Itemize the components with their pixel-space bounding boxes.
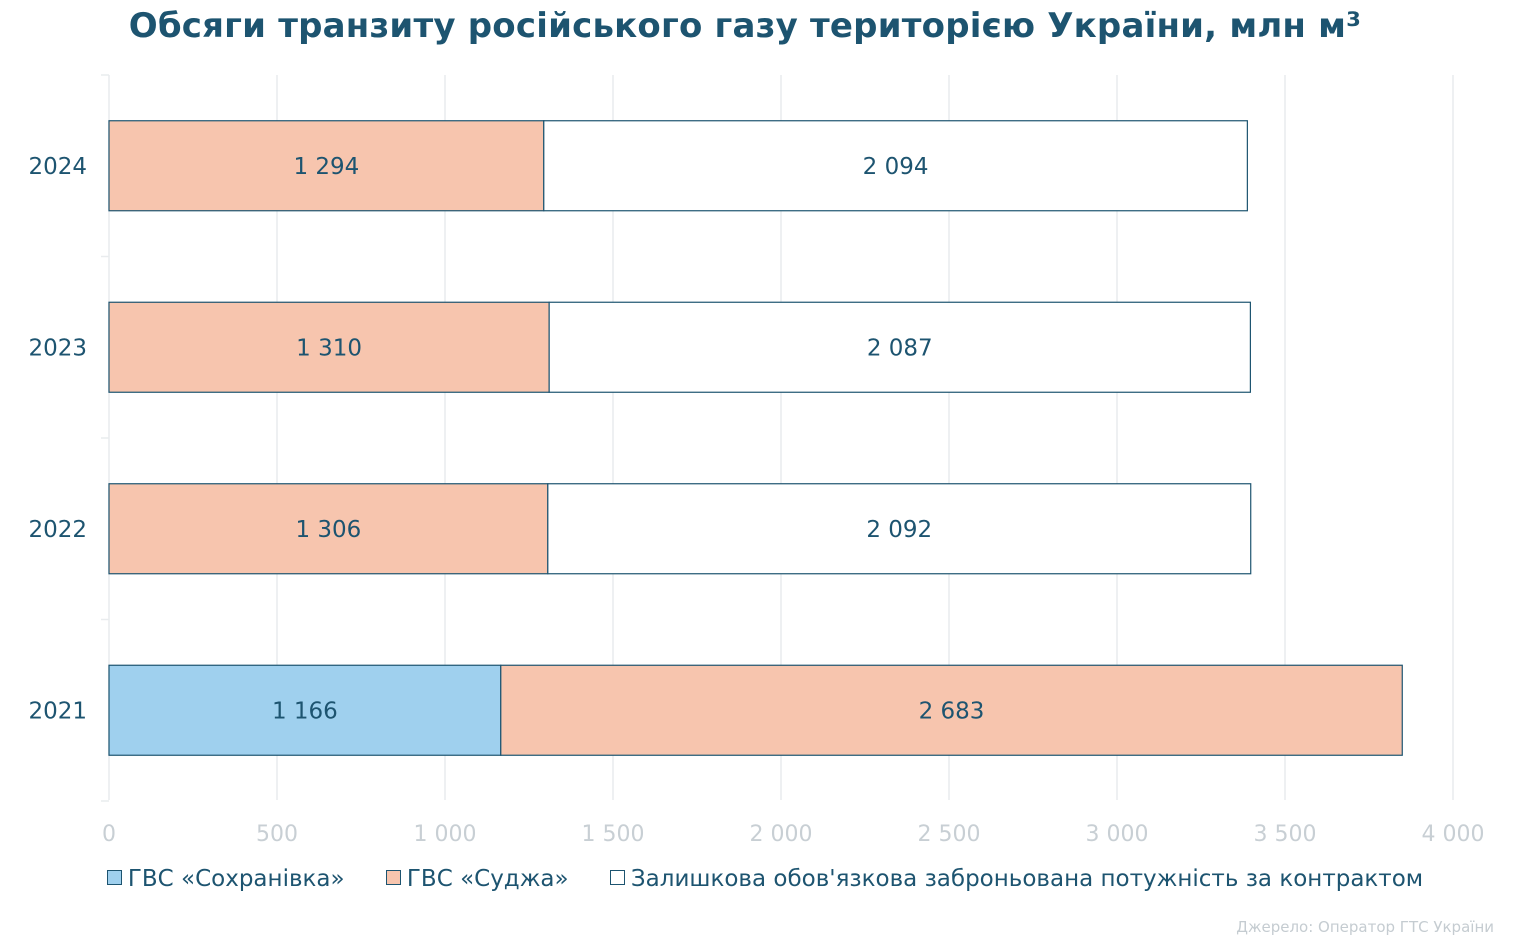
legend-item-sokhranivka: ГВС «Сохранівка» — [106, 866, 345, 892]
legend-swatch-sokhranivka — [106, 870, 122, 885]
bar-2024-series-1 — [108, 120, 545, 212]
legend-item-sudzha: ГВС «Суджа» — [385, 866, 569, 892]
bar-chart: 0 500 1 000 1 500 2 000 2 500 3 000 3 500 4 000 2… — [28, 74, 1484, 847]
legend-swatch-reserved-capacity — [609, 870, 625, 885]
year-label-2022: 2022 — [28, 517, 87, 543]
legend-swatch-sudzha — [385, 870, 401, 885]
legend-label-sudzha: ГВС «Суджа» — [406, 866, 569, 892]
x-tick-label-4000: 4 000 — [1422, 822, 1485, 847]
bar-label-2023-series-2: 2 087 — [867, 335, 933, 361]
bar-label-2021-series-0: 1 166 — [272, 698, 338, 724]
bars — [108, 120, 1403, 756]
bar-label-2024-series-2: 2 094 — [863, 154, 929, 180]
bar-label-2021-series-1: 2 683 — [919, 698, 985, 724]
bar-2023-series-1 — [108, 301, 550, 393]
bar-label-2024-series-1: 1 294 — [293, 154, 359, 180]
x-tick-label-1500: 1 500 — [582, 822, 645, 847]
year-label-2021: 2021 — [28, 698, 87, 724]
bar-label-2023-series-1: 1 310 — [296, 335, 362, 361]
x-tick-label-500: 500 — [256, 822, 298, 847]
bar-2024-series-2 — [543, 120, 1248, 212]
bar-2021-series-0 — [108, 664, 502, 756]
source-note: Джерело: Оператор ГТС України — [1236, 918, 1494, 936]
x-tick-label-0: 0 — [102, 822, 116, 847]
legend-label-reserved-capacity: Залишкова обов'язкова заброньована потуж… — [630, 866, 1424, 892]
chart-title: Обсяги транзиту російського газу територ… — [128, 6, 1362, 46]
legend: ГВС «Сохранівка» ГВС «Суджа» Залишкова о… — [0, 866, 1522, 892]
legend-item-reserved-capacity: Залишкова обов'язкова заброньована потуж… — [609, 866, 1424, 892]
x-tick-label-2000: 2 000 — [750, 822, 813, 847]
bar-2023-series-2 — [548, 301, 1251, 393]
bar-label-2022-series-1: 1 306 — [295, 517, 361, 543]
bar-label-2022-series-2: 2 092 — [866, 517, 932, 543]
bar-2022-series-2 — [547, 483, 1252, 575]
labels: 0 500 1 000 1 500 2 000 2 500 3 000 3 500 4 000 2… — [28, 154, 1484, 847]
x-tick-label-1000: 1 000 — [414, 822, 477, 847]
year-label-2023: 2023 — [28, 335, 87, 361]
x-tick-label-3000: 3 000 — [1086, 822, 1149, 847]
x-tick-label-2500: 2 500 — [918, 822, 981, 847]
bar-2021-series-1 — [500, 664, 1403, 756]
year-label-2024: 2024 — [28, 154, 87, 180]
legend-label-sokhranivka: ГВС «Сохранівка» — [127, 866, 345, 892]
x-tick-label-3500: 3 500 — [1254, 822, 1317, 847]
